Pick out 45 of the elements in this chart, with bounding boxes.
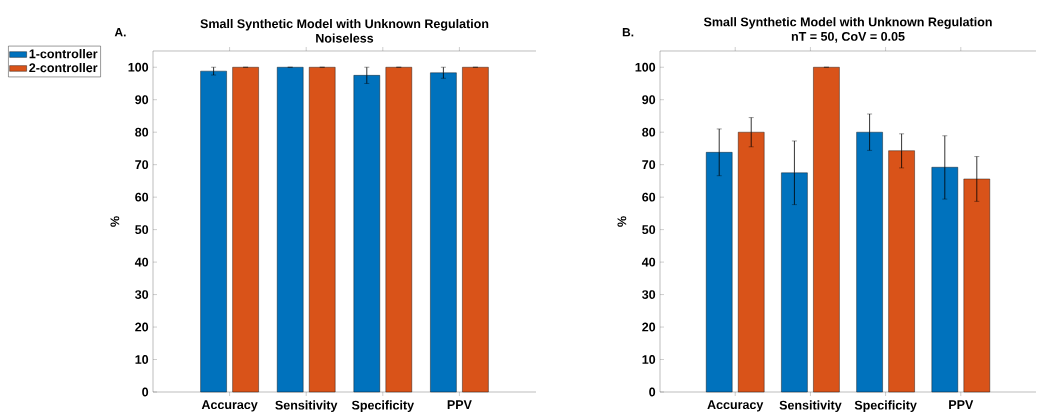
legend-label: 1-controller [29,49,98,59]
y-tick-label: 30 [642,290,656,299]
y-tick-label: 60 [135,192,149,202]
bar [813,67,840,393]
y-tick-label: 50 [135,225,149,235]
chart-subtitle: nT = 50, CoV = 0.05 [791,31,905,43]
legend-label: 2-controller [29,62,98,73]
chart-subtitle: Noiseless [316,33,374,43]
x-tick-label: Accuracy [201,400,258,412]
y-tick-label: 60 [642,192,656,202]
y-tick-label: 10 [135,355,149,364]
x-tick-label: Sensitivity [779,400,842,413]
y-tick-label: 70 [135,160,149,170]
y-tick-label: 20 [135,322,149,332]
x-tick-label: PPV [447,400,472,409]
x-tick-label: PPV [949,400,974,409]
y-tick-label: 80 [135,127,149,137]
y-tick-label: 100 [128,62,149,72]
y-tick-label: 40 [641,257,656,267]
y-tick-label: 90 [135,95,149,105]
y-tick-label: 70 [642,160,656,170]
text: B. [622,28,634,37]
x-tick-label: Sensitivity [275,400,338,413]
x-tick-label: Accuracy [707,400,764,412]
y-tick-label: 0 [649,387,656,397]
y-tick-label: 100 [635,62,656,72]
y-tick-label: 50 [642,225,656,235]
y-axis-title: % [617,216,627,227]
bar [931,167,958,393]
y-tick-label: 0 [142,387,149,397]
y-tick-label: 30 [135,290,149,299]
y-tick-label: 20 [642,322,656,332]
chart-title: Small Synthetic Model with Unknown Regulation [200,18,489,31]
y-tick-label: 10 [642,355,656,364]
x-tick-label: Specificity [854,400,917,413]
y-tick-label: 40 [134,257,149,267]
y-tick-label: 90 [642,95,656,105]
bar [706,152,733,393]
bar [856,131,883,393]
y-axis-title: % [110,216,120,227]
x-tick-label: Specificity [351,400,414,413]
bar [738,131,765,393]
y-tick-label: 80 [642,127,656,137]
chart-title: Small Synthetic Model with Unknown Regulation [703,17,992,29]
text: A. [114,28,126,37]
